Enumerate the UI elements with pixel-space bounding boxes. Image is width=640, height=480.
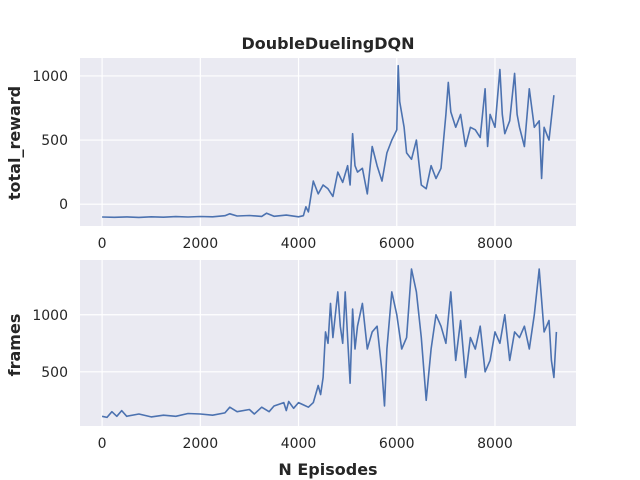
reward-x-tick-label: 0 [98, 236, 107, 252]
frames-x-tick-label: 8000 [477, 436, 513, 452]
frames-x-tick-label: 2000 [182, 436, 218, 452]
reward-x-tick-label: 8000 [477, 236, 513, 252]
chart-title: DoubleDuelingDQN [241, 34, 414, 53]
frames-panel: 0 2000 4000 6000 8000 500 1000 [32, 260, 576, 452]
frames-x-tick-label: 4000 [281, 436, 317, 452]
frames-y-tick-label: 1000 [32, 308, 68, 324]
frames-x-tick-label: 6000 [379, 436, 415, 452]
reward-y-tick-label: 0 [59, 197, 68, 213]
reward-x-tick-label: 6000 [379, 236, 415, 252]
frames-series-line [101, 268, 558, 419]
reward-y-tick-label: 1000 [32, 69, 68, 85]
frames-x-tick-label: 0 [98, 436, 107, 452]
x-axis-label: N Episodes [278, 460, 377, 479]
reward-plot-background [80, 58, 576, 226]
reward-series-line [102, 64, 555, 219]
frames-y-tick-label: 500 [41, 365, 68, 381]
y-axis-label-total-reward: total_reward [5, 86, 24, 200]
reward-x-tick-label: 4000 [281, 236, 317, 252]
y-axis-label-frames: frames [5, 314, 24, 377]
reward-y-tick-label: 500 [41, 133, 68, 149]
total-reward-panel: 0 2000 4000 6000 8000 0 500 1000 [32, 58, 576, 252]
reward-x-tick-label: 2000 [182, 236, 218, 252]
